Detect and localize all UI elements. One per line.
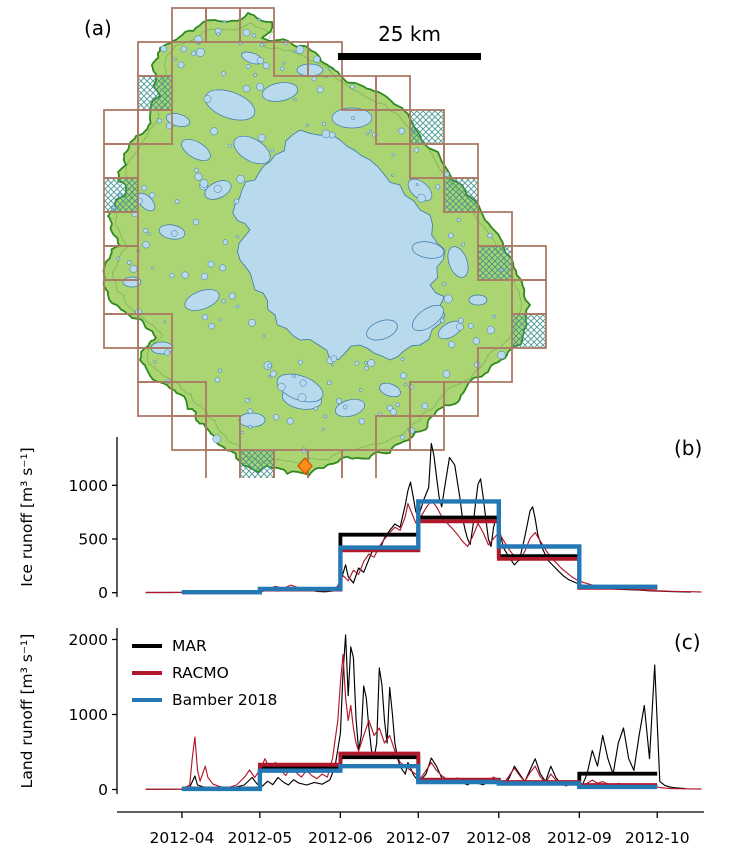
- svg-text:2012-09: 2012-09: [547, 829, 612, 847]
- svg-text:2012-05: 2012-05: [227, 829, 292, 847]
- legend-item-bamber: Bamber 2018: [132, 691, 277, 709]
- svg-text:2012-07: 2012-07: [386, 829, 451, 847]
- panel-c-label: (c): [674, 630, 701, 654]
- panel-b-label: (b): [674, 436, 703, 460]
- scale-bar: [338, 53, 481, 60]
- legend-label-racmo: RACMO: [172, 664, 229, 682]
- scale-bar-label: 25 km: [378, 22, 441, 46]
- racmo-line-swatch-icon: [132, 671, 162, 675]
- panel-a-label: (a): [84, 16, 112, 40]
- svg-text:2012-08: 2012-08: [466, 829, 531, 847]
- land-runoff-chart: 0 1000 2000: [69, 628, 702, 799]
- legend-label-bamber: Bamber 2018: [172, 691, 278, 709]
- mar-line-swatch-icon: [132, 644, 162, 648]
- map-panel-a: [102, 7, 547, 478]
- x-axis-dates: 2012-04 2012-05 2012-06 2012-07 2012-08 2012-…: [117, 811, 704, 847]
- legend-item-mar: MAR: [132, 637, 277, 655]
- ice-runoff-chart: 0 500 1000: [69, 437, 702, 602]
- svg-text:0: 0: [98, 781, 108, 799]
- bamber-line-swatch-icon: [132, 698, 162, 702]
- svg-text:2012-10: 2012-10: [625, 829, 690, 847]
- svg-text:0: 0: [98, 584, 108, 602]
- svg-text:2012-06: 2012-06: [308, 829, 373, 847]
- svg-text:2012-04: 2012-04: [150, 829, 215, 847]
- legend-label-mar: MAR: [172, 637, 207, 655]
- svg-text:500: 500: [78, 531, 108, 549]
- svg-text:2000: 2000: [69, 631, 108, 649]
- svg-text:1000: 1000: [69, 477, 108, 495]
- model-grid-cells: [103, 7, 547, 478]
- svg-text:1000: 1000: [69, 706, 108, 724]
- legend-item-racmo: RACMO: [132, 664, 277, 682]
- station-marker-diamond-icon: [297, 457, 313, 475]
- legend: MAR RACMO Bamber 2018: [132, 637, 277, 709]
